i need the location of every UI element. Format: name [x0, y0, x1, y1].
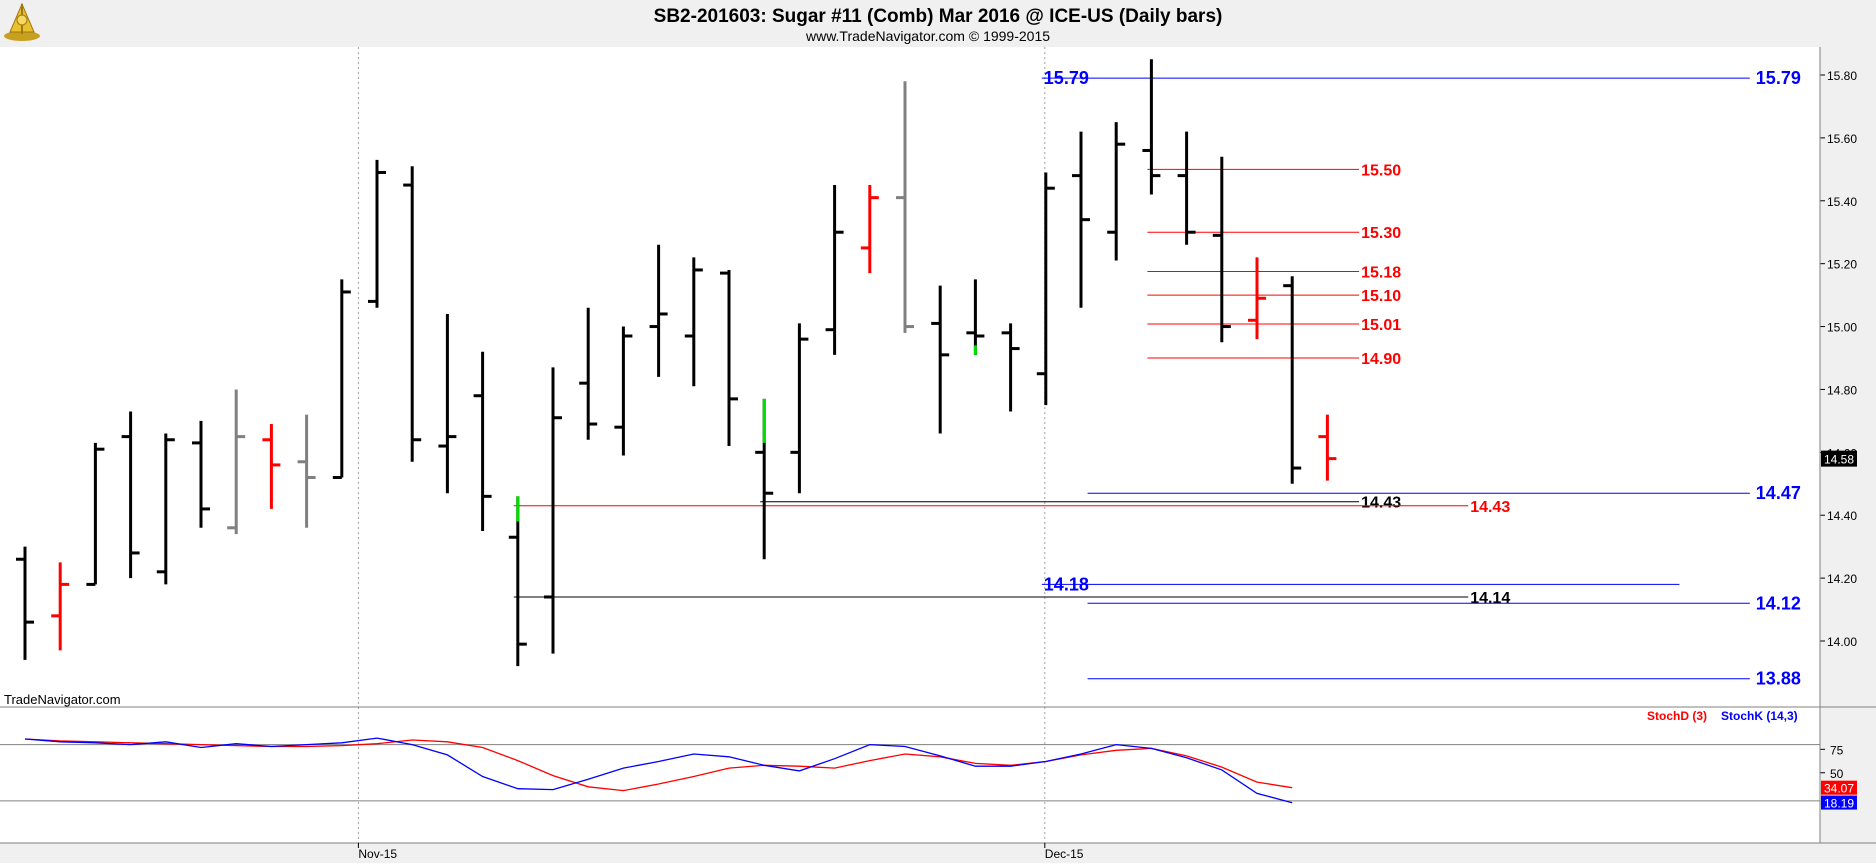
price-bar [16, 546, 34, 660]
price-bar [931, 285, 950, 434]
chart-copyright: www.TradeNavigator.com © 1999-2015 [805, 28, 1050, 44]
price-bar [860, 185, 879, 274]
price-bar [1283, 276, 1302, 484]
level-label: 15.79 [1756, 68, 1801, 88]
last-price-box [1821, 450, 1857, 467]
price-bar [1001, 323, 1020, 412]
level-label: 15.30 [1361, 225, 1401, 242]
price-bar [332, 279, 351, 479]
price-bar [403, 166, 422, 462]
level-label: 14.43 [1361, 495, 1401, 512]
price-bar [755, 398, 774, 560]
price-bar [544, 367, 562, 654]
price-bar [1072, 131, 1090, 308]
price-axis-label: 14.40 [1827, 509, 1857, 523]
price-axis: 14.0014.2014.4014.6014.8015.0015.2015.40… [1820, 69, 1857, 649]
watermark: TradeNavigator.com [4, 692, 121, 707]
price-bar [192, 420, 210, 528]
bottom-axis-background [0, 843, 1876, 863]
price-bar [227, 389, 246, 535]
price-bar [262, 424, 281, 509]
level-label: 14.12 [1756, 593, 1801, 613]
price-bar [825, 185, 844, 355]
level-label: 14.47 [1756, 483, 1801, 503]
level-label: 15.10 [1361, 288, 1401, 305]
price-bar [121, 411, 140, 579]
stoch-legend-label: StochK (14,3) [1721, 709, 1798, 723]
header-background [0, 0, 1876, 47]
price-axis-label: 14.20 [1827, 572, 1857, 586]
chart-title: SB2-201603: Sugar #11 (Comb) Mar 2016 @ … [654, 6, 1223, 27]
price-bar [1107, 122, 1126, 261]
price-bar [1212, 156, 1231, 343]
level-label: 14.90 [1361, 351, 1401, 368]
tradenavigator-logo-icon [4, 2, 40, 41]
stoch-last-value-label: 34.07 [1824, 782, 1854, 796]
stoch-series-line [24, 737, 1293, 804]
price-bar [1177, 131, 1196, 245]
stoch-legend-label: StochD (3) [1647, 709, 1707, 723]
price-bar [1318, 414, 1337, 481]
stoch-last-value-label: 18.19 [1824, 797, 1854, 811]
price-bar [896, 81, 914, 333]
level-label: 13.88 [1756, 669, 1801, 689]
level-label: 15.18 [1361, 265, 1401, 282]
level-label: 14.14 [1470, 590, 1510, 607]
price-axis-label: 14.00 [1827, 635, 1857, 649]
stoch-series-line [24, 738, 1293, 792]
stoch-last-value-box [1821, 795, 1857, 810]
price-bar [720, 269, 738, 447]
price-bar [966, 279, 985, 355]
price-levels: 15.79 15.79 15.50 15.30 15.18 15.10 15.01 14.90… [513, 68, 1801, 689]
right-axis-background [1820, 47, 1876, 843]
price-bar [614, 326, 633, 456]
level-label: 14.43 [1470, 499, 1510, 516]
price-axis-label: 15.20 [1827, 258, 1857, 272]
price-bar [1142, 59, 1161, 195]
price-bar [156, 433, 175, 585]
price-bar [508, 496, 527, 667]
stoch-axis-label: 75 [1830, 743, 1844, 757]
stoch-axis-label: 50 [1830, 767, 1844, 781]
price-axis-label: 15.40 [1827, 195, 1857, 209]
price-bar [790, 323, 809, 494]
price-bar [86, 442, 105, 586]
date-axis-label: Nov-15 [358, 847, 397, 861]
price-panel-background [0, 47, 1820, 707]
date-axis-label: Dec-15 [1045, 847, 1084, 861]
price-bar [368, 159, 386, 308]
price-bar [473, 351, 492, 531]
price-bar [649, 244, 668, 377]
price-axis-label: 15.00 [1827, 321, 1857, 335]
price-bar [438, 313, 457, 494]
last-price-label: 14.58 [1824, 453, 1854, 467]
price-bars [16, 59, 1337, 667]
price-bar [1036, 172, 1055, 406]
price-axis-label: 15.60 [1827, 132, 1857, 146]
price-bar [1248, 257, 1266, 340]
level-label: 15.50 [1361, 162, 1401, 179]
price-axis-label: 14.80 [1827, 383, 1857, 397]
price-axis-label: 15.80 [1827, 69, 1857, 83]
price-bar [684, 257, 703, 387]
date-axis: Nov-15 Dec-15 [357, 843, 1084, 861]
price-bar [579, 307, 598, 440]
level-label: 14.18 [1044, 574, 1089, 594]
price-bar [51, 562, 70, 651]
price-bar [297, 414, 316, 528]
level-label: 15.79 [1044, 68, 1089, 88]
level-label: 15.01 [1361, 317, 1401, 334]
stoch-last-value-box [1821, 780, 1857, 795]
